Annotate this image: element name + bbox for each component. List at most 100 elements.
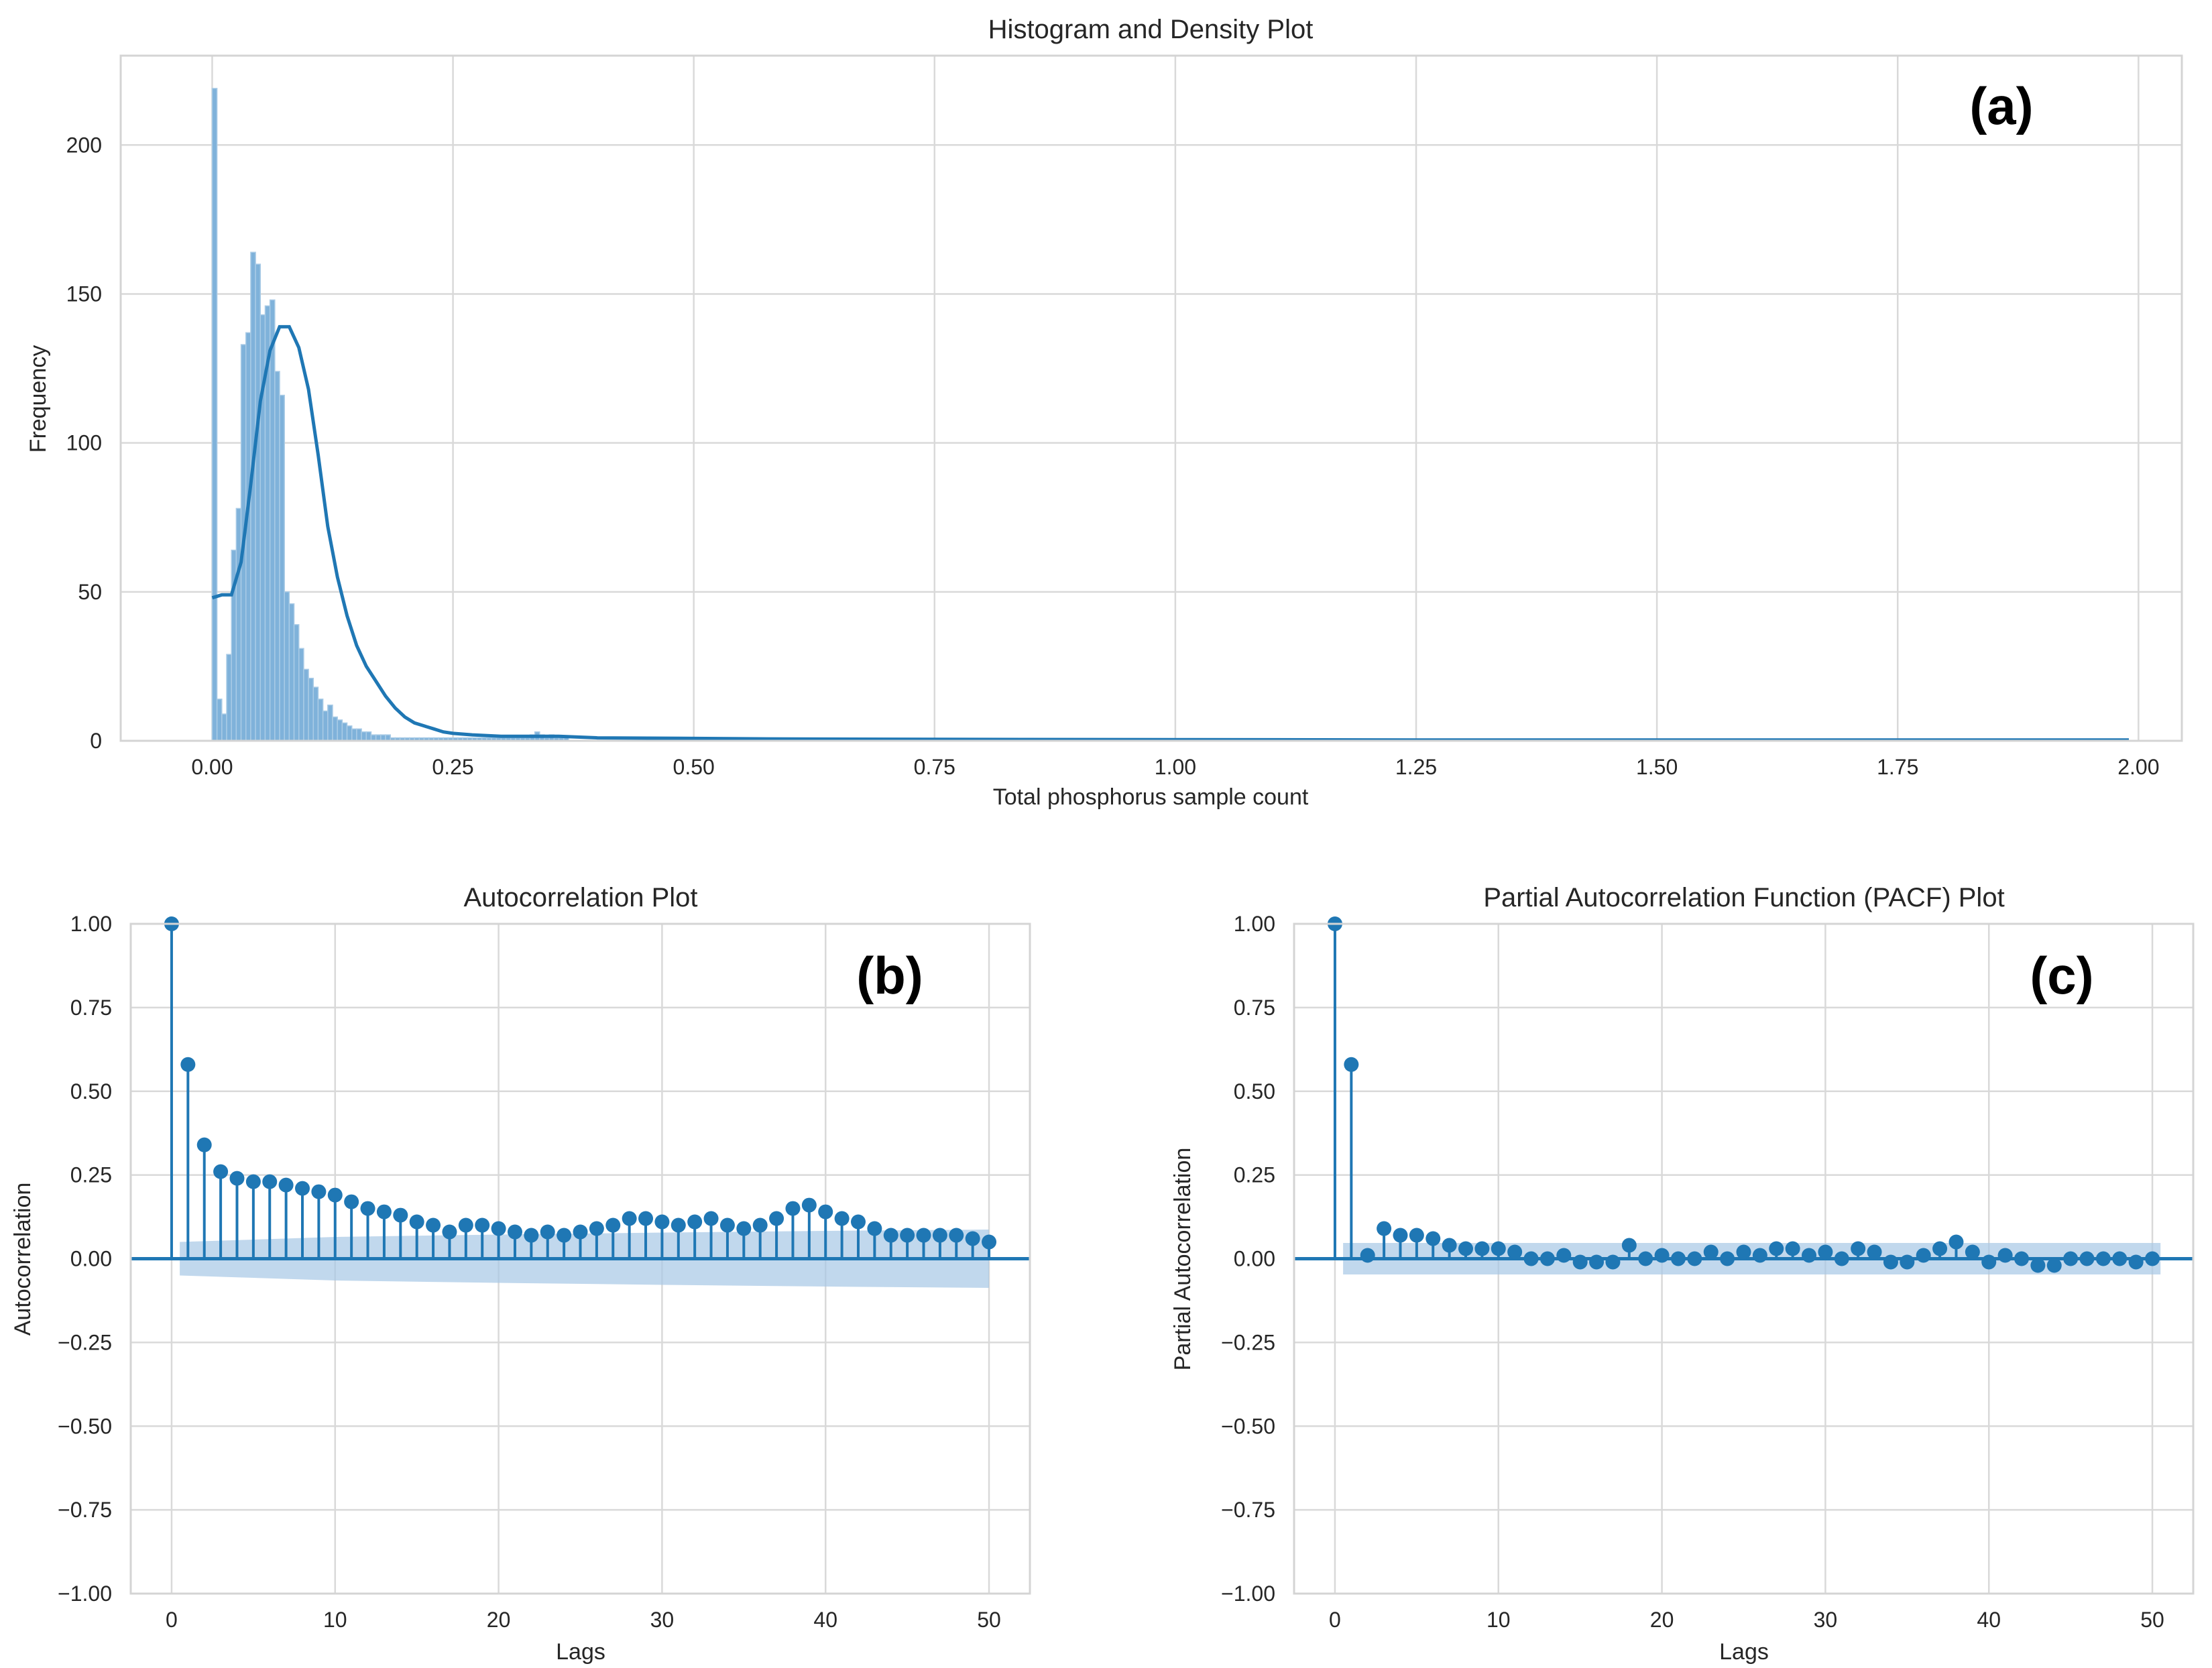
- stem-marker: [196, 1137, 212, 1152]
- histogram-bar: [312, 687, 319, 741]
- stem-marker: [1981, 1254, 1997, 1270]
- y-tick-label: 0.75: [70, 996, 112, 1020]
- y-tick-label: 0.50: [1234, 1079, 1275, 1104]
- histogram-bar: [235, 508, 242, 741]
- y-tick-label: −0.25: [58, 1330, 112, 1354]
- x-tick-label: 20: [1650, 1608, 1674, 1632]
- stem-marker: [540, 1224, 555, 1240]
- x-tick-label: 0: [166, 1608, 178, 1632]
- stem-marker: [573, 1224, 588, 1240]
- y-tick-label: −0.50: [58, 1414, 112, 1438]
- stem-marker: [1769, 1241, 1784, 1256]
- hist-y-tick-label: 100: [66, 431, 102, 455]
- pacf-ylabel: Partial Autocorrelation: [1170, 1148, 1196, 1371]
- stem-marker: [736, 1221, 752, 1236]
- stem-marker: [557, 1228, 572, 1243]
- y-tick-label: −0.75: [58, 1498, 112, 1522]
- stem-marker: [2046, 1258, 2062, 1273]
- y-tick-label: −0.50: [1221, 1414, 1275, 1438]
- stem-marker: [2112, 1251, 2128, 1266]
- histogram-bar: [341, 722, 348, 741]
- y-tick-label: −1.00: [1221, 1582, 1275, 1606]
- stem-marker: [1916, 1248, 1931, 1263]
- histogram-bar: [211, 88, 218, 741]
- stem-marker: [458, 1217, 473, 1233]
- stem-marker: [1720, 1251, 1735, 1266]
- histogram-bar: [308, 677, 314, 741]
- stem-marker: [1802, 1248, 1817, 1263]
- stem-marker: [475, 1217, 490, 1233]
- histogram-bar: [226, 654, 232, 741]
- stem-marker: [1425, 1231, 1441, 1246]
- stem-marker: [2095, 1251, 2111, 1266]
- x-tick-label: 20: [487, 1608, 511, 1632]
- histogram-bar: [365, 731, 372, 741]
- stem-marker: [1736, 1244, 1751, 1260]
- stem-marker: [1491, 1241, 1506, 1256]
- x-tick-label: 30: [650, 1608, 675, 1632]
- stem-marker: [344, 1194, 359, 1209]
- stem-marker: [1621, 1238, 1637, 1253]
- histogram-bar: [351, 728, 357, 741]
- histogram-bar: [250, 251, 256, 741]
- stem-marker: [360, 1201, 375, 1216]
- stem-marker: [1883, 1254, 1898, 1270]
- x-tick-label: 40: [1977, 1608, 2001, 1632]
- hist-y-tick-label: 50: [78, 580, 102, 604]
- y-tick-label: 0.00: [1234, 1247, 1275, 1271]
- stem-marker: [1670, 1251, 1686, 1266]
- y-tick-label: −0.75: [1221, 1498, 1275, 1522]
- stem-marker: [900, 1228, 915, 1243]
- histogram-bar: [255, 263, 261, 741]
- y-tick-label: 0.75: [1234, 996, 1275, 1020]
- histogram-bar: [361, 731, 367, 741]
- hist-y-tick-label: 200: [66, 133, 102, 157]
- hist-x-tick-label: 0.50: [673, 755, 715, 779]
- histogram-bar: [327, 704, 333, 741]
- pacf-xlabel: Lags: [1719, 1639, 1769, 1665]
- x-tick-label: 10: [323, 1608, 347, 1632]
- stem-marker: [295, 1181, 310, 1196]
- stem-marker: [1605, 1254, 1621, 1270]
- stem-marker: [867, 1221, 882, 1236]
- stem-marker: [442, 1224, 457, 1240]
- stem-marker: [834, 1211, 850, 1226]
- stem-marker: [1589, 1254, 1605, 1270]
- stem-marker: [1851, 1241, 1866, 1256]
- histogram-bar: [269, 299, 276, 741]
- y-tick-label: −1.00: [58, 1582, 112, 1606]
- stem-marker: [1948, 1234, 1964, 1250]
- x-tick-label: 10: [1487, 1608, 1511, 1632]
- histogram-bar: [337, 719, 343, 741]
- x-tick-label: 40: [813, 1608, 837, 1632]
- hist-y-tick-label: 0: [90, 729, 102, 753]
- stem-marker: [1703, 1244, 1719, 1260]
- stem-marker: [965, 1231, 980, 1246]
- stem-marker: [1556, 1248, 1572, 1263]
- histogram-bar: [245, 332, 251, 741]
- histogram-bar: [317, 699, 324, 741]
- stem-marker: [426, 1217, 441, 1233]
- stem-marker: [1654, 1248, 1670, 1263]
- histogram-bar: [284, 591, 290, 741]
- density-curve: [211, 324, 2129, 742]
- histogram-xlabel: Total phosphorus sample count: [993, 784, 1309, 810]
- stem-marker: [1932, 1241, 1948, 1256]
- stem-marker: [1393, 1228, 1408, 1243]
- hist-x-tick-label: 0.25: [432, 755, 473, 779]
- stem-marker: [2079, 1251, 2095, 1266]
- stem-marker: [524, 1228, 539, 1243]
- stem-marker: [883, 1228, 898, 1243]
- acf-ylabel: Autocorrelation: [10, 1183, 36, 1336]
- stem-marker: [311, 1184, 327, 1199]
- stem-marker: [1458, 1241, 1474, 1256]
- acf-panel: Autocorrelation Plot 0 10 20 30 40 50 1.00 0.75…: [10, 883, 1031, 1665]
- stem-marker: [376, 1204, 392, 1219]
- panel-label-b: (b): [856, 946, 923, 1005]
- histogram-bar: [279, 394, 285, 741]
- stem-marker: [213, 1164, 229, 1179]
- stem-marker: [785, 1201, 801, 1216]
- stem-marker: [491, 1221, 506, 1236]
- y-tick-label: −0.25: [1221, 1330, 1275, 1354]
- y-tick-label: 1.00: [70, 912, 112, 936]
